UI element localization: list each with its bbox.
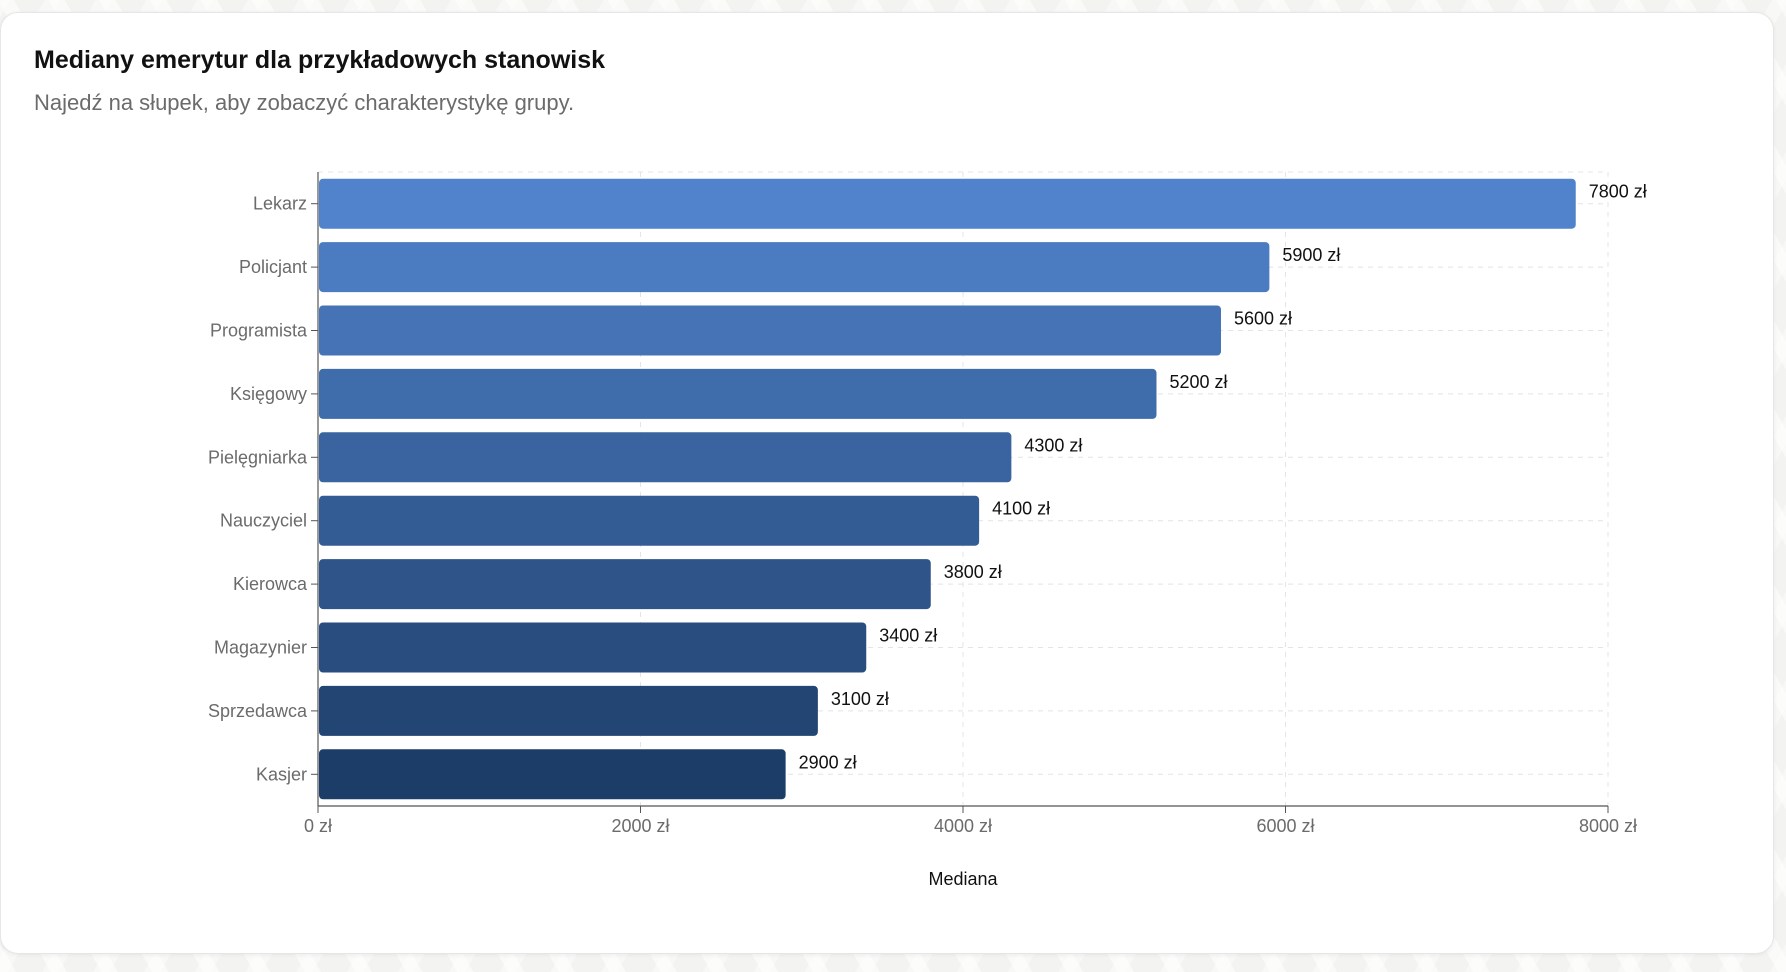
bar-4[interactable]: [319, 369, 1157, 419]
data-label: 5600 zł: [1234, 309, 1292, 329]
x-axis-title: Mediana: [928, 869, 998, 889]
bar-7[interactable]: [319, 559, 931, 609]
data-label: 5900 zł: [1282, 245, 1340, 265]
data-label: 3800 zł: [944, 562, 1002, 582]
x-tick-label: 6000 zł: [1256, 816, 1314, 836]
data-label: 4300 zł: [1024, 435, 1082, 455]
y-tick-label: Nauczyciel: [220, 511, 307, 531]
bar-10[interactable]: [319, 749, 786, 799]
x-tick-label: 0 zł: [304, 816, 332, 836]
bar-6[interactable]: [319, 496, 979, 546]
data-label: 3400 zł: [879, 626, 937, 646]
y-tick-label: Magazynier: [214, 638, 307, 658]
x-tick-label: 2000 zł: [611, 816, 669, 836]
bar-9[interactable]: [319, 686, 818, 736]
y-tick-label: Pielęgniarka: [208, 447, 308, 467]
y-tick-label: Lekarz: [253, 194, 307, 214]
y-tick-label: Sprzedawca: [208, 701, 308, 721]
data-label: 4100 zł: [992, 499, 1050, 519]
x-tick-label: 4000 zł: [934, 816, 992, 836]
y-tick-label: Księgowy: [230, 384, 307, 404]
y-tick-label: Kasjer: [256, 764, 307, 784]
y-tick-label: Policjant: [239, 257, 307, 277]
bar-1[interactable]: [319, 179, 1576, 229]
y-tick-label: Kierowca: [233, 574, 308, 594]
x-tick-label: 8000 zł: [1579, 816, 1637, 836]
bar-8[interactable]: [319, 623, 866, 673]
data-label: 2900 zł: [799, 752, 857, 772]
y-tick-label: Programista: [210, 321, 308, 341]
data-label: 3100 zł: [831, 689, 889, 709]
data-label: 5200 zł: [1170, 372, 1228, 392]
bar-5[interactable]: [319, 432, 1011, 482]
bar-3[interactable]: [319, 306, 1221, 356]
data-label: 7800 zł: [1589, 182, 1647, 202]
bar-2[interactable]: [319, 242, 1269, 292]
